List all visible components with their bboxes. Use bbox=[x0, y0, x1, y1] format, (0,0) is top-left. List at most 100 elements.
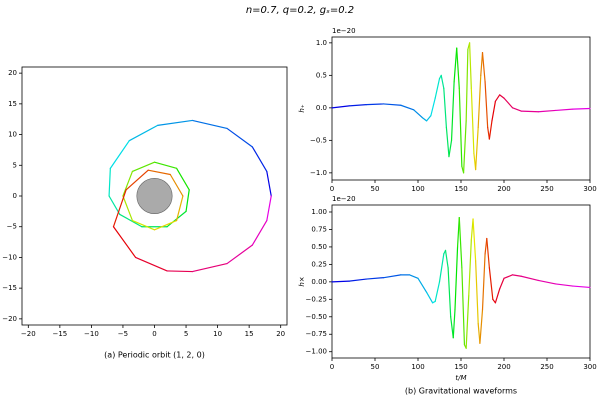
curve-segment bbox=[365, 277, 385, 280]
curve-segment bbox=[444, 249, 449, 269]
curve-segment bbox=[251, 146, 268, 173]
y-tick-label: −0.5 bbox=[310, 136, 327, 144]
curve-segment bbox=[147, 169, 171, 176]
y-tick-label: 0.00 bbox=[311, 278, 327, 286]
x-tick-label: 200 bbox=[497, 185, 510, 193]
curve-segment bbox=[125, 169, 149, 191]
curve-segment bbox=[153, 161, 178, 169]
x-tick-label: −15 bbox=[52, 330, 67, 338]
curve-segment bbox=[365, 103, 385, 106]
curve-segment bbox=[475, 260, 479, 325]
curve-segment bbox=[486, 237, 490, 269]
curve-segment bbox=[331, 105, 350, 109]
curve-segment bbox=[475, 126, 479, 171]
x-tick-label: −20 bbox=[21, 330, 36, 338]
curve-segment bbox=[417, 277, 428, 293]
curve-segment bbox=[450, 81, 455, 141]
y-tick-label: 10 bbox=[8, 131, 17, 139]
curve-segment bbox=[537, 109, 557, 113]
curve-segment bbox=[109, 140, 130, 169]
y-tick-label: 15 bbox=[8, 100, 17, 108]
curve-segment bbox=[443, 87, 447, 128]
y-tick-label: −1.0 bbox=[310, 169, 327, 177]
curve-segment bbox=[484, 81, 489, 128]
y-tick-label: −0.50 bbox=[306, 313, 327, 321]
curve-segment bbox=[131, 219, 156, 231]
curve-segment bbox=[458, 216, 463, 269]
x-axis-label: t/M bbox=[455, 374, 466, 382]
y-tick-label: 20 bbox=[8, 69, 17, 77]
curve-segment bbox=[494, 94, 501, 102]
x-tick-label: 15 bbox=[245, 330, 254, 338]
x-tick-label: −10 bbox=[84, 330, 99, 338]
y-tick-label: 0.50 bbox=[311, 243, 327, 251]
curve-segment bbox=[153, 219, 178, 231]
y-tick-label: 0.25 bbox=[311, 260, 327, 268]
curve-segment bbox=[465, 48, 469, 122]
curve-segment bbox=[430, 97, 436, 117]
x-tick-label: 200 bbox=[497, 363, 510, 371]
x-tick-label: 50 bbox=[371, 363, 380, 371]
curve-segment bbox=[462, 120, 467, 174]
curve-segment bbox=[266, 195, 272, 222]
curve-segment bbox=[122, 195, 134, 222]
curve-segment bbox=[434, 281, 441, 303]
curve-segment bbox=[447, 267, 452, 318]
curve-segment bbox=[408, 274, 419, 279]
curve-segment bbox=[458, 87, 463, 167]
curve-segment bbox=[450, 316, 454, 339]
curve-segment bbox=[122, 170, 134, 197]
curve-segment bbox=[572, 107, 591, 110]
caption: (a) Periodic orbit (1, 2, 0) bbox=[104, 351, 205, 360]
curve-segment bbox=[251, 219, 268, 246]
offset-text: 1e−20 bbox=[332, 27, 356, 35]
x-tick-label: 150 bbox=[454, 363, 467, 371]
caption: (b) Gravitational waveforms bbox=[405, 387, 517, 396]
y-tick-label: 0 bbox=[13, 192, 17, 200]
curve-segment bbox=[400, 104, 415, 111]
curve-segment bbox=[503, 274, 514, 279]
curve-segment bbox=[266, 170, 272, 197]
curve-segment bbox=[503, 97, 514, 109]
curve-segment bbox=[452, 309, 456, 339]
central-body bbox=[136, 178, 173, 215]
curve-segment bbox=[348, 278, 367, 282]
x-tick-label: 150 bbox=[454, 185, 467, 193]
curve-segment bbox=[226, 244, 253, 265]
curve-segment bbox=[440, 74, 445, 89]
offset-text: 1e−20 bbox=[332, 195, 356, 203]
x-tick-label: 300 bbox=[583, 363, 596, 371]
curve-segment bbox=[191, 262, 228, 273]
x-tick-label: 50 bbox=[371, 185, 380, 193]
x-tick-label: 300 bbox=[583, 185, 596, 193]
x-tick-label: 100 bbox=[411, 363, 424, 371]
y-tick-label: 0.75 bbox=[311, 225, 327, 233]
curve-segment bbox=[434, 77, 441, 99]
curve-segment bbox=[119, 213, 143, 228]
x-tick-label: 10 bbox=[213, 330, 222, 338]
axes-frame bbox=[331, 36, 591, 181]
curve-segment bbox=[469, 42, 472, 89]
curve-segment bbox=[166, 270, 193, 273]
curve-segment bbox=[426, 115, 432, 122]
curve-segment bbox=[477, 74, 482, 128]
y-tick-label: −0.75 bbox=[306, 330, 327, 338]
y-axis-label: h₊ bbox=[298, 104, 306, 112]
curve-segment bbox=[499, 277, 505, 290]
curve-segment bbox=[511, 107, 522, 112]
y-tick-label: −20 bbox=[2, 315, 17, 323]
y-tick-label: 1.00 bbox=[311, 208, 327, 216]
x-tick-label: 0 bbox=[152, 330, 156, 338]
curve-segment bbox=[108, 195, 121, 216]
curve-segment bbox=[494, 288, 501, 304]
curve-segment bbox=[472, 218, 477, 262]
y-tick-label: −15 bbox=[2, 284, 17, 292]
curve-segment bbox=[491, 100, 496, 122]
curve-segment bbox=[470, 87, 475, 154]
curve-segment bbox=[175, 167, 190, 191]
axes-frame bbox=[331, 204, 591, 359]
curve-segment bbox=[413, 109, 423, 119]
curve-segment bbox=[445, 126, 450, 158]
curve-segment bbox=[128, 124, 159, 142]
